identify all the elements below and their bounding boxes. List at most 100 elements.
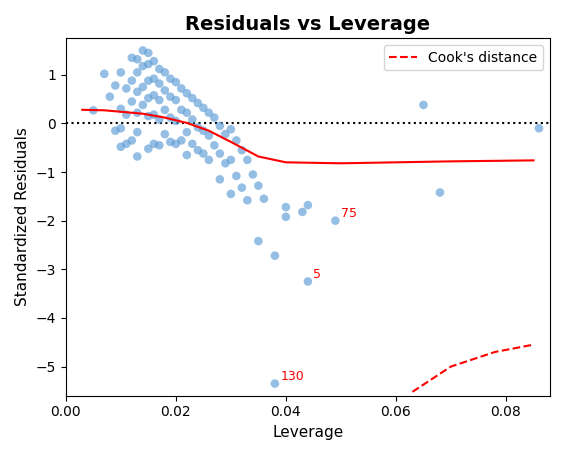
Point [122,85,131,92]
Point [133,56,142,63]
Point [138,47,147,54]
Legend: Cook's distance: Cook's distance [384,46,543,71]
Point [116,125,125,132]
Point [144,61,153,68]
Point [116,69,125,76]
Point [243,197,252,204]
Point [205,132,214,139]
Point [210,142,219,149]
Point [182,152,192,159]
Point [122,111,131,118]
Point [111,127,120,134]
Point [100,70,109,77]
Point [160,131,170,138]
Point [116,105,125,112]
Point [227,190,236,197]
Point [193,99,202,106]
Point [144,49,153,56]
Point [155,96,164,104]
Point [149,91,158,99]
Point [182,109,192,116]
Point [122,140,131,147]
Point [155,66,164,73]
Point [271,252,280,259]
Point [138,83,147,91]
Title: Residuals vs Leverage: Residuals vs Leverage [185,15,431,34]
Point [155,80,164,87]
Point [237,184,246,191]
Point [138,62,147,70]
Point [237,147,246,154]
Point [259,195,268,202]
Point [331,217,340,224]
Point [281,203,290,211]
Point [105,93,114,100]
Point [127,98,136,105]
Point [182,129,192,136]
Point [188,140,197,147]
Point [193,124,202,131]
Point [205,156,214,163]
Point [144,77,153,84]
Y-axis label: Standardized Residuals: Standardized Residuals [15,127,30,307]
Point [166,75,175,82]
Point [298,208,307,216]
Point [144,95,153,102]
Point [144,112,153,120]
Point [127,54,136,61]
Point [144,145,153,152]
Point [254,182,263,189]
Point [221,160,230,167]
Point [166,138,175,146]
Point [303,202,312,209]
Point [243,156,252,163]
Point [205,109,214,116]
Point [215,122,224,130]
Point [155,142,164,149]
Point [171,78,180,86]
Point [232,137,241,144]
Point [215,176,224,183]
Point [133,69,142,76]
Point [149,57,158,65]
Point [221,131,230,138]
Point [133,129,142,136]
Point [232,172,241,180]
Point [436,189,445,196]
Point [171,140,180,147]
Point [271,380,280,387]
Point [127,77,136,84]
Point [188,116,197,123]
Point [199,150,208,157]
Point [215,150,224,157]
Point [199,104,208,111]
Point [303,278,312,285]
Point [160,87,170,94]
Point [166,93,175,100]
Point [182,90,192,97]
Point [193,147,202,154]
Point [210,114,219,121]
Point [149,75,158,82]
Point [254,238,263,245]
Point [160,69,170,76]
Point [160,106,170,113]
Point [111,82,120,89]
Point [89,106,98,114]
Point [227,126,236,133]
Point [133,88,142,96]
Text: 5: 5 [314,268,321,281]
Point [227,156,236,163]
Point [171,117,180,125]
Point [149,111,158,118]
X-axis label: Leverage: Leverage [272,425,344,440]
Point [534,125,544,132]
Point [249,171,258,178]
Point [133,153,142,160]
Point [199,127,208,134]
Point [116,143,125,151]
Point [177,106,186,113]
Point [188,95,197,102]
Text: 130: 130 [280,369,304,383]
Point [133,109,142,116]
